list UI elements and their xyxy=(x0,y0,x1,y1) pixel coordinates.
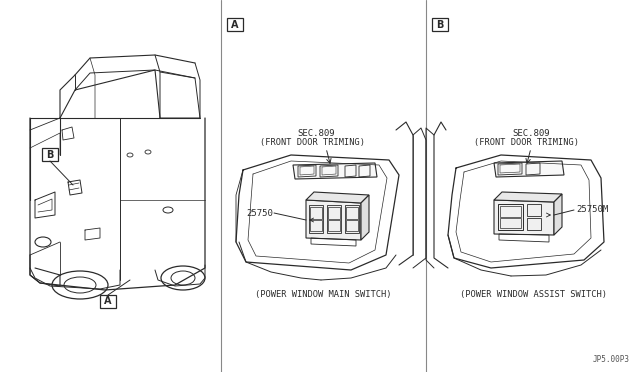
Bar xyxy=(346,207,358,219)
Bar xyxy=(42,148,58,161)
Text: (FRONT DOOR TRIMING): (FRONT DOOR TRIMING) xyxy=(474,138,579,147)
Bar xyxy=(500,206,521,217)
Bar xyxy=(328,207,340,219)
Bar xyxy=(100,295,116,308)
Polygon shape xyxy=(361,195,369,240)
Polygon shape xyxy=(554,194,562,235)
Bar xyxy=(527,218,541,230)
Polygon shape xyxy=(306,192,369,203)
Polygon shape xyxy=(494,200,554,235)
Text: 25750M: 25750M xyxy=(576,205,608,215)
Bar xyxy=(227,18,243,31)
Polygon shape xyxy=(306,200,361,240)
Text: (POWER WINDOW MAIN SWITCH): (POWER WINDOW MAIN SWITCH) xyxy=(255,291,391,299)
Bar xyxy=(328,220,340,231)
Bar xyxy=(346,220,358,231)
Bar xyxy=(432,18,448,31)
Bar xyxy=(500,218,521,228)
Text: B: B xyxy=(436,19,444,29)
Bar xyxy=(309,205,323,233)
Text: SEC.809: SEC.809 xyxy=(512,128,550,138)
Text: SEC.809: SEC.809 xyxy=(297,128,335,138)
Polygon shape xyxy=(293,163,377,179)
Text: B: B xyxy=(46,150,54,160)
Bar xyxy=(498,204,523,230)
Text: JP5.00P3: JP5.00P3 xyxy=(593,356,630,365)
Bar xyxy=(310,207,322,219)
Bar xyxy=(310,220,322,231)
Text: A: A xyxy=(231,19,239,29)
Bar xyxy=(345,205,359,233)
Text: A: A xyxy=(104,296,112,307)
Text: 25750: 25750 xyxy=(246,208,273,218)
Text: (FRONT DOOR TRIMING): (FRONT DOOR TRIMING) xyxy=(259,138,365,147)
Bar xyxy=(327,205,341,233)
Polygon shape xyxy=(494,161,564,177)
Text: (POWER WINDOW ASSIST SWITCH): (POWER WINDOW ASSIST SWITCH) xyxy=(460,291,607,299)
Polygon shape xyxy=(494,192,562,202)
Bar xyxy=(527,204,541,216)
